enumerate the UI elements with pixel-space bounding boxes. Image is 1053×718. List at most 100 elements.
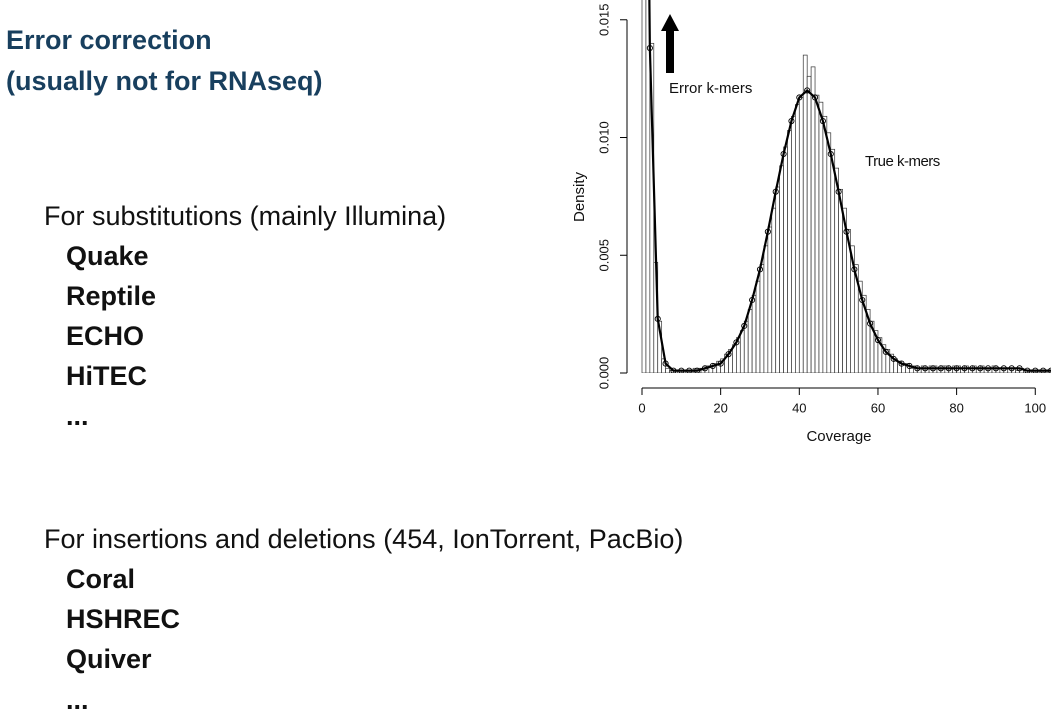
fit-point xyxy=(662,360,669,367)
x-tick-label: 40 xyxy=(792,400,806,415)
annotation: True k-mers xyxy=(865,153,940,170)
fit-point xyxy=(859,296,866,304)
slide-title: Error correction xyxy=(6,25,212,55)
histogram-bar xyxy=(779,165,784,373)
fit-point xyxy=(796,94,803,101)
histogram-bar xyxy=(783,146,788,373)
fit-point xyxy=(749,296,756,304)
fit-point xyxy=(686,367,693,373)
histogram-bar xyxy=(838,188,843,373)
histogram-bar xyxy=(909,367,914,373)
fit-point xyxy=(969,365,976,372)
histogram-bar xyxy=(641,0,647,373)
fit-point xyxy=(843,228,850,235)
fit-point xyxy=(772,188,779,195)
fit-point xyxy=(874,336,882,344)
arrow xyxy=(661,14,679,73)
section-heading: For substitutions (mainly Illumina) xyxy=(44,201,447,231)
fit-point xyxy=(780,150,787,158)
x-tick-label: 100 xyxy=(1024,400,1046,415)
chart: Coverage Density Error k-mers True k-mer… xyxy=(571,0,1051,445)
histogram-bar xyxy=(818,101,824,373)
y-tick-label: 0.010 xyxy=(596,121,611,154)
fit-point xyxy=(1040,367,1047,373)
fit-point xyxy=(882,348,889,355)
list-item: Reptile xyxy=(66,281,157,311)
fit-point xyxy=(914,365,921,372)
histogram-bar xyxy=(830,148,836,373)
fit-point xyxy=(694,367,701,373)
y-tick-label: 0.000 xyxy=(596,357,611,390)
fit-point xyxy=(1016,365,1023,372)
fit-point xyxy=(1024,367,1031,373)
fit-point xyxy=(1000,365,1007,372)
histogram-bar xyxy=(826,132,832,373)
list-item: Coral xyxy=(66,564,136,594)
fit-point xyxy=(709,362,716,369)
histogram-bar xyxy=(751,294,757,373)
fit-point xyxy=(827,150,834,158)
fit-point xyxy=(851,266,858,273)
slide-subtitle: (usually not for RNAseq) xyxy=(6,66,323,96)
fit-point xyxy=(804,87,811,94)
fit-point xyxy=(756,266,764,273)
list-item: Quake xyxy=(66,241,149,271)
fit-point xyxy=(701,365,708,372)
y-axis-label: Density xyxy=(571,171,588,222)
histogram-bar xyxy=(834,167,839,373)
histogram-bar xyxy=(665,367,670,373)
fit-point xyxy=(733,339,740,346)
histogram-bar xyxy=(743,320,749,373)
fit-point xyxy=(985,365,992,372)
fit-point xyxy=(835,188,842,195)
y-tick-label: 0.015 xyxy=(596,4,611,37)
y-tick-label: 0.005 xyxy=(596,239,611,272)
histogram-bar xyxy=(791,115,796,373)
fit-point xyxy=(717,360,724,367)
list-item: ... xyxy=(66,401,89,431)
histogram-bar xyxy=(822,115,828,373)
fit-point xyxy=(992,365,999,372)
histogram-bar xyxy=(806,75,812,373)
fit-point xyxy=(764,228,771,235)
annotation: Error k-mers xyxy=(669,80,752,97)
histogram-bar xyxy=(798,97,804,373)
histogram-bar xyxy=(810,66,816,373)
histogram-bar xyxy=(795,104,800,373)
x-tick-label: 80 xyxy=(949,400,963,415)
fit-point xyxy=(945,365,952,372)
x-tick-label: 60 xyxy=(871,400,885,415)
list-item: HiTEC xyxy=(66,361,147,391)
list-item: ... xyxy=(66,685,89,715)
fit-point xyxy=(937,365,944,372)
fit-point xyxy=(890,355,897,362)
fit-point xyxy=(867,320,874,327)
histogram-bar xyxy=(763,245,769,373)
histogram-bar xyxy=(739,330,745,373)
histogram-bar xyxy=(771,207,777,373)
fit-point xyxy=(811,94,819,101)
histogram-bar xyxy=(759,264,765,373)
fit-point xyxy=(1032,367,1039,373)
fit-point xyxy=(654,315,661,322)
x-axis-label: Coverage xyxy=(806,428,871,445)
histogram-bar xyxy=(767,226,773,373)
fit-point xyxy=(678,367,685,373)
fit-point xyxy=(1008,365,1015,372)
fit-point xyxy=(741,322,748,329)
list-item: HSHREC xyxy=(66,604,181,634)
histogram-bar xyxy=(775,186,780,373)
histogram-bar xyxy=(747,309,753,373)
fit-point xyxy=(953,365,960,372)
histogram-bar xyxy=(802,54,808,373)
fit-point xyxy=(819,117,826,125)
fit-point xyxy=(788,117,795,125)
x-tick-label: 20 xyxy=(713,400,727,415)
fit-point xyxy=(906,362,913,369)
fit-point xyxy=(922,365,929,372)
histogram-bar xyxy=(787,130,792,373)
histogram-bar xyxy=(755,280,761,373)
fit-point xyxy=(898,360,905,367)
section-heading: For insertions and deletions (454, IonTo… xyxy=(44,524,684,554)
